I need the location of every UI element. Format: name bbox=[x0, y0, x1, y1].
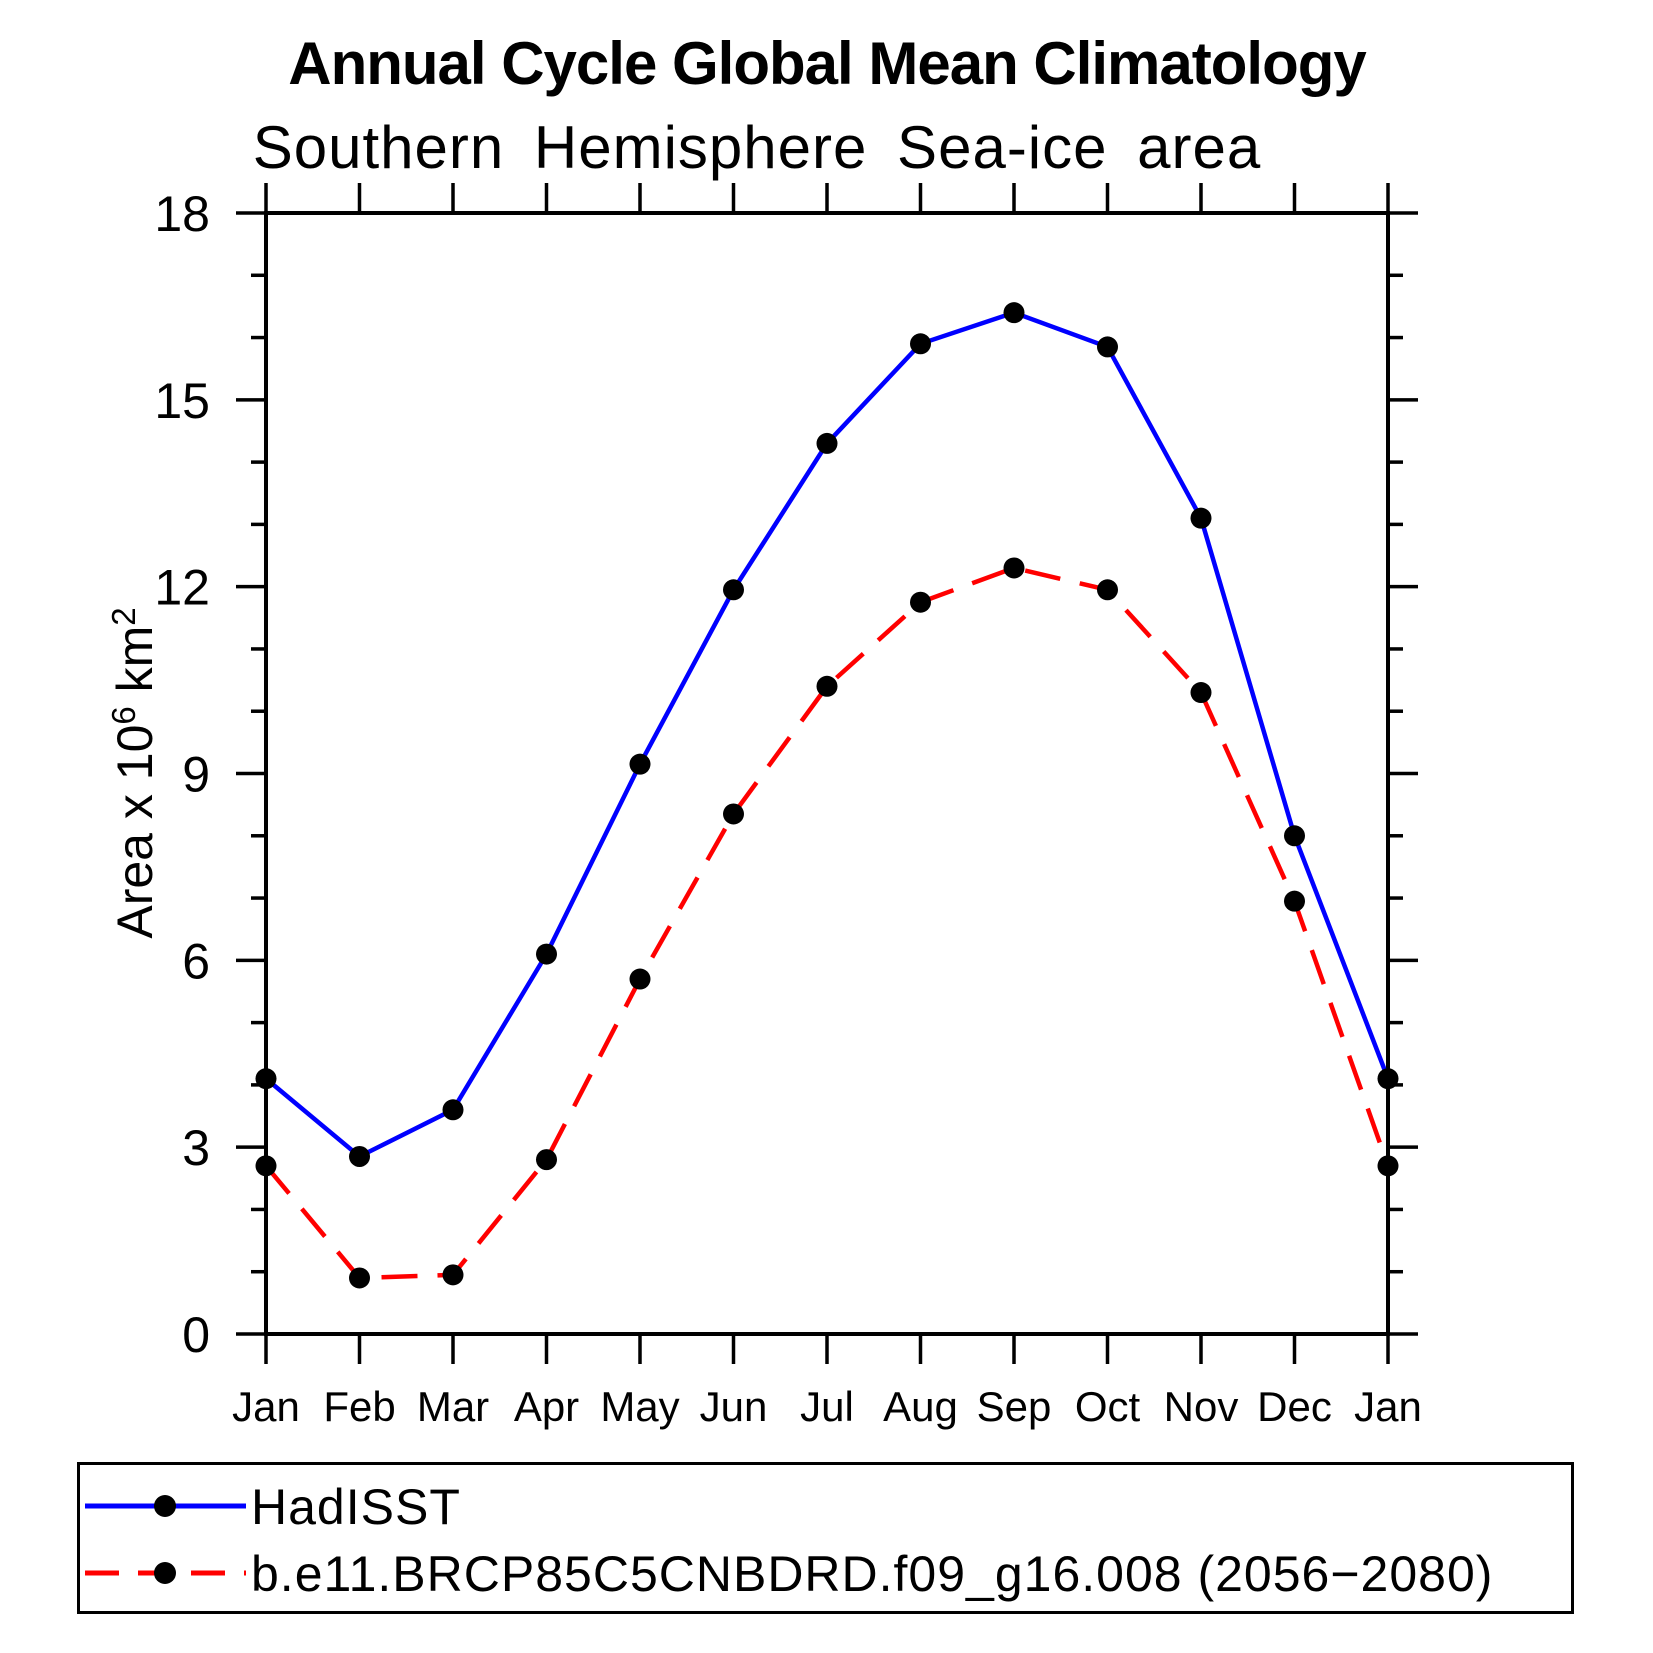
chart-subtitle: Southern Hemisphere Sea-ice area bbox=[253, 114, 1262, 181]
x-tick-label: May bbox=[600, 1383, 679, 1430]
series-marker-1 bbox=[816, 675, 838, 697]
plot-area: Jan Feb Mar Apr May Jun Jul Aug Sep Oct Nov Dec Jan 0… bbox=[154, 183, 1422, 1430]
legend-label-model: b.e11.BRCP85C5CNBDRD.f09_g16.008 (2056−2… bbox=[251, 1546, 1493, 1602]
x-tick-label: Jan bbox=[232, 1383, 300, 1430]
y-axis-title-text: Area x 10 bbox=[107, 725, 163, 939]
x-tick-label: Mar bbox=[417, 1383, 489, 1430]
series-marker-1 bbox=[910, 591, 931, 613]
y-tick-label: 15 bbox=[154, 373, 210, 429]
series-marker-0 bbox=[255, 1068, 277, 1090]
series-marker-0 bbox=[723, 579, 744, 601]
y-tick-label: 18 bbox=[154, 186, 210, 242]
series-marker-1 bbox=[1377, 1155, 1399, 1177]
x-tick-label: Dec bbox=[1257, 1383, 1332, 1430]
series-marker-1 bbox=[1003, 557, 1025, 579]
legend-entry-model: b.e11.BRCP85C5CNBDRD.f09_g16.008 (2056−2… bbox=[85, 1546, 1493, 1602]
series-marker-1 bbox=[536, 1149, 557, 1171]
series-marker-0 bbox=[1097, 336, 1118, 358]
axis-frame bbox=[264, 211, 1390, 1336]
series-marker-0 bbox=[910, 333, 931, 355]
svg-text:Area x 106 km2: Area x 106 km2 bbox=[105, 607, 163, 938]
y-axis-title-sup6: 6 bbox=[105, 706, 142, 724]
series-marker-1 bbox=[255, 1155, 277, 1177]
series-marker-0 bbox=[536, 943, 557, 965]
series-marker-0 bbox=[629, 753, 651, 775]
x-tick-label: Oct bbox=[1075, 1383, 1141, 1430]
y-tick-label: 9 bbox=[182, 747, 210, 803]
series-marker-1 bbox=[723, 803, 744, 825]
y-tick-label: 12 bbox=[154, 560, 210, 616]
legend-marker-dot bbox=[154, 1495, 176, 1517]
series-marker-1 bbox=[442, 1264, 464, 1286]
series-marker-0 bbox=[1284, 825, 1305, 847]
x-tick-label: Feb bbox=[323, 1383, 395, 1430]
series-marker-1 bbox=[1190, 682, 1212, 704]
legend-label-hadisst: HadISST bbox=[251, 1479, 461, 1535]
x-tick-label: Jun bbox=[700, 1383, 768, 1430]
x-tick-label: Sep bbox=[977, 1383, 1052, 1430]
series-marker-0 bbox=[816, 432, 838, 454]
y-tick-label: 0 bbox=[182, 1307, 210, 1363]
y-axis-title-units: km bbox=[107, 626, 163, 707]
series-marker-0 bbox=[349, 1146, 370, 1168]
legend-box bbox=[77, 1462, 1574, 1614]
y-tick-label: 6 bbox=[182, 933, 210, 989]
x-tick-label: Nov bbox=[1164, 1383, 1239, 1430]
series-marker-1 bbox=[1284, 890, 1305, 912]
chart-title: Annual Cycle Global Mean Climatology bbox=[288, 30, 1367, 97]
series-marker-1 bbox=[629, 968, 651, 990]
y-axis-title: Area x 106 km2 bbox=[105, 607, 163, 938]
x-tick-label: Jan bbox=[1354, 1383, 1422, 1430]
legend-entry-hadisst: HadISST bbox=[85, 1479, 461, 1535]
y-axis-title-sup2: 2 bbox=[105, 607, 142, 625]
y-tick-label: 3 bbox=[182, 1120, 210, 1176]
series-marker-0 bbox=[1003, 302, 1025, 324]
series-marker-0 bbox=[1190, 507, 1212, 529]
legend: HadISST b.e11.BRCP85C5CNBDRD.f09_g16.008… bbox=[77, 1462, 1574, 1614]
series-marker-0 bbox=[1377, 1068, 1399, 1090]
x-tick-label: Aug bbox=[883, 1383, 958, 1430]
x-tick-label: Jul bbox=[800, 1383, 854, 1430]
series-marker-0 bbox=[442, 1099, 464, 1121]
series-marker-1 bbox=[349, 1267, 370, 1289]
legend-marker-dot bbox=[154, 1562, 176, 1584]
series-line-1 bbox=[264, 565, 1391, 1281]
series-marker-1 bbox=[1097, 579, 1118, 601]
x-tick-label: Apr bbox=[514, 1383, 579, 1430]
